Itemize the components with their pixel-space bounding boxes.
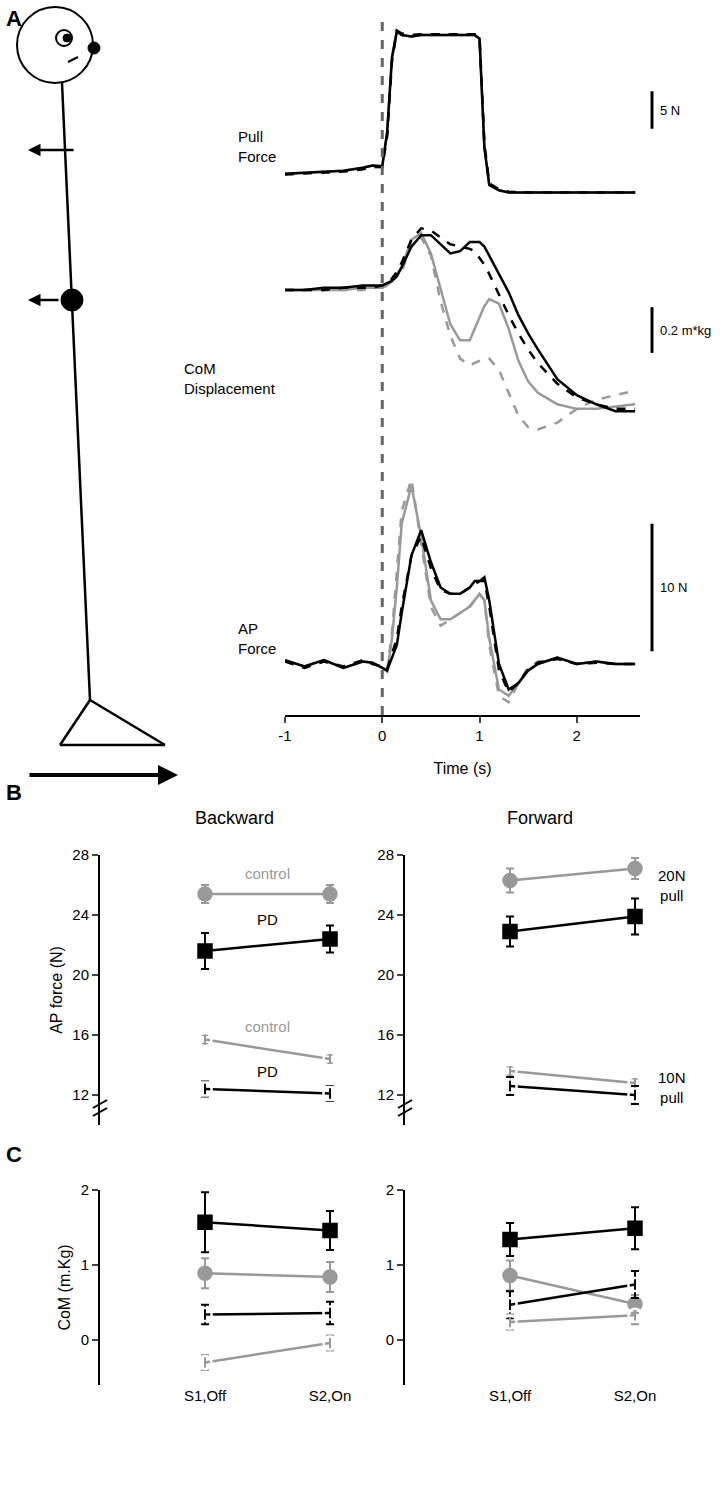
svg-text:CoMDisplacement: CoMDisplacement	[184, 360, 276, 397]
svg-text:0: 0	[386, 1331, 394, 1348]
svg-text:20Npull: 20Npull	[658, 867, 686, 904]
svg-text:20: 20	[377, 966, 394, 983]
svg-text:1: 1	[81, 1256, 89, 1273]
svg-text:5 N: 5 N	[660, 103, 680, 118]
svg-text:0: 0	[81, 1331, 89, 1348]
svg-text:-1: -1	[278, 727, 291, 744]
svg-text:12: 12	[72, 1086, 89, 1103]
svg-text:2: 2	[386, 1181, 394, 1198]
svg-text:0: 0	[378, 727, 386, 744]
svg-text:16: 16	[377, 1026, 394, 1043]
svg-text:10 N: 10 N	[660, 580, 687, 595]
svg-text:S1,Off: S1,Off	[489, 1387, 532, 1404]
svg-text:control: control	[245, 1018, 290, 1035]
svg-text:B: B	[6, 780, 22, 805]
svg-text:24: 24	[377, 906, 394, 923]
svg-text:S2,On: S2,On	[614, 1387, 657, 1404]
svg-text:Backward: Backward	[195, 808, 274, 828]
svg-text:2: 2	[81, 1181, 89, 1198]
svg-text:Forward: Forward	[507, 808, 573, 828]
svg-text:PD: PD	[257, 911, 278, 928]
svg-text:AP force (N): AP force (N)	[48, 946, 65, 1034]
svg-text:C: C	[6, 1142, 22, 1167]
svg-text:APForce: APForce	[238, 620, 276, 657]
svg-text:PullForce: PullForce	[238, 128, 276, 165]
svg-text:10Npull: 10Npull	[658, 1069, 686, 1106]
svg-text:S2,On: S2,On	[309, 1387, 352, 1404]
svg-text:0.2 m*kg: 0.2 m*kg	[660, 323, 711, 338]
svg-text:16: 16	[72, 1026, 89, 1043]
svg-text:2: 2	[573, 727, 581, 744]
svg-text:20: 20	[72, 966, 89, 983]
svg-text:A: A	[6, 6, 22, 31]
svg-text:S1,Off: S1,Off	[184, 1387, 227, 1404]
svg-text:PD: PD	[257, 1063, 278, 1080]
svg-text:28: 28	[377, 846, 394, 863]
svg-text:28: 28	[72, 846, 89, 863]
svg-text:CoM (m.Kg): CoM (m.Kg)	[56, 1244, 73, 1330]
svg-text:1: 1	[386, 1256, 394, 1273]
svg-text:1: 1	[475, 727, 483, 744]
svg-text:control: control	[245, 865, 290, 882]
svg-text:12: 12	[377, 1086, 394, 1103]
svg-text:Time (s): Time (s)	[433, 760, 491, 777]
svg-text:24: 24	[72, 906, 89, 923]
